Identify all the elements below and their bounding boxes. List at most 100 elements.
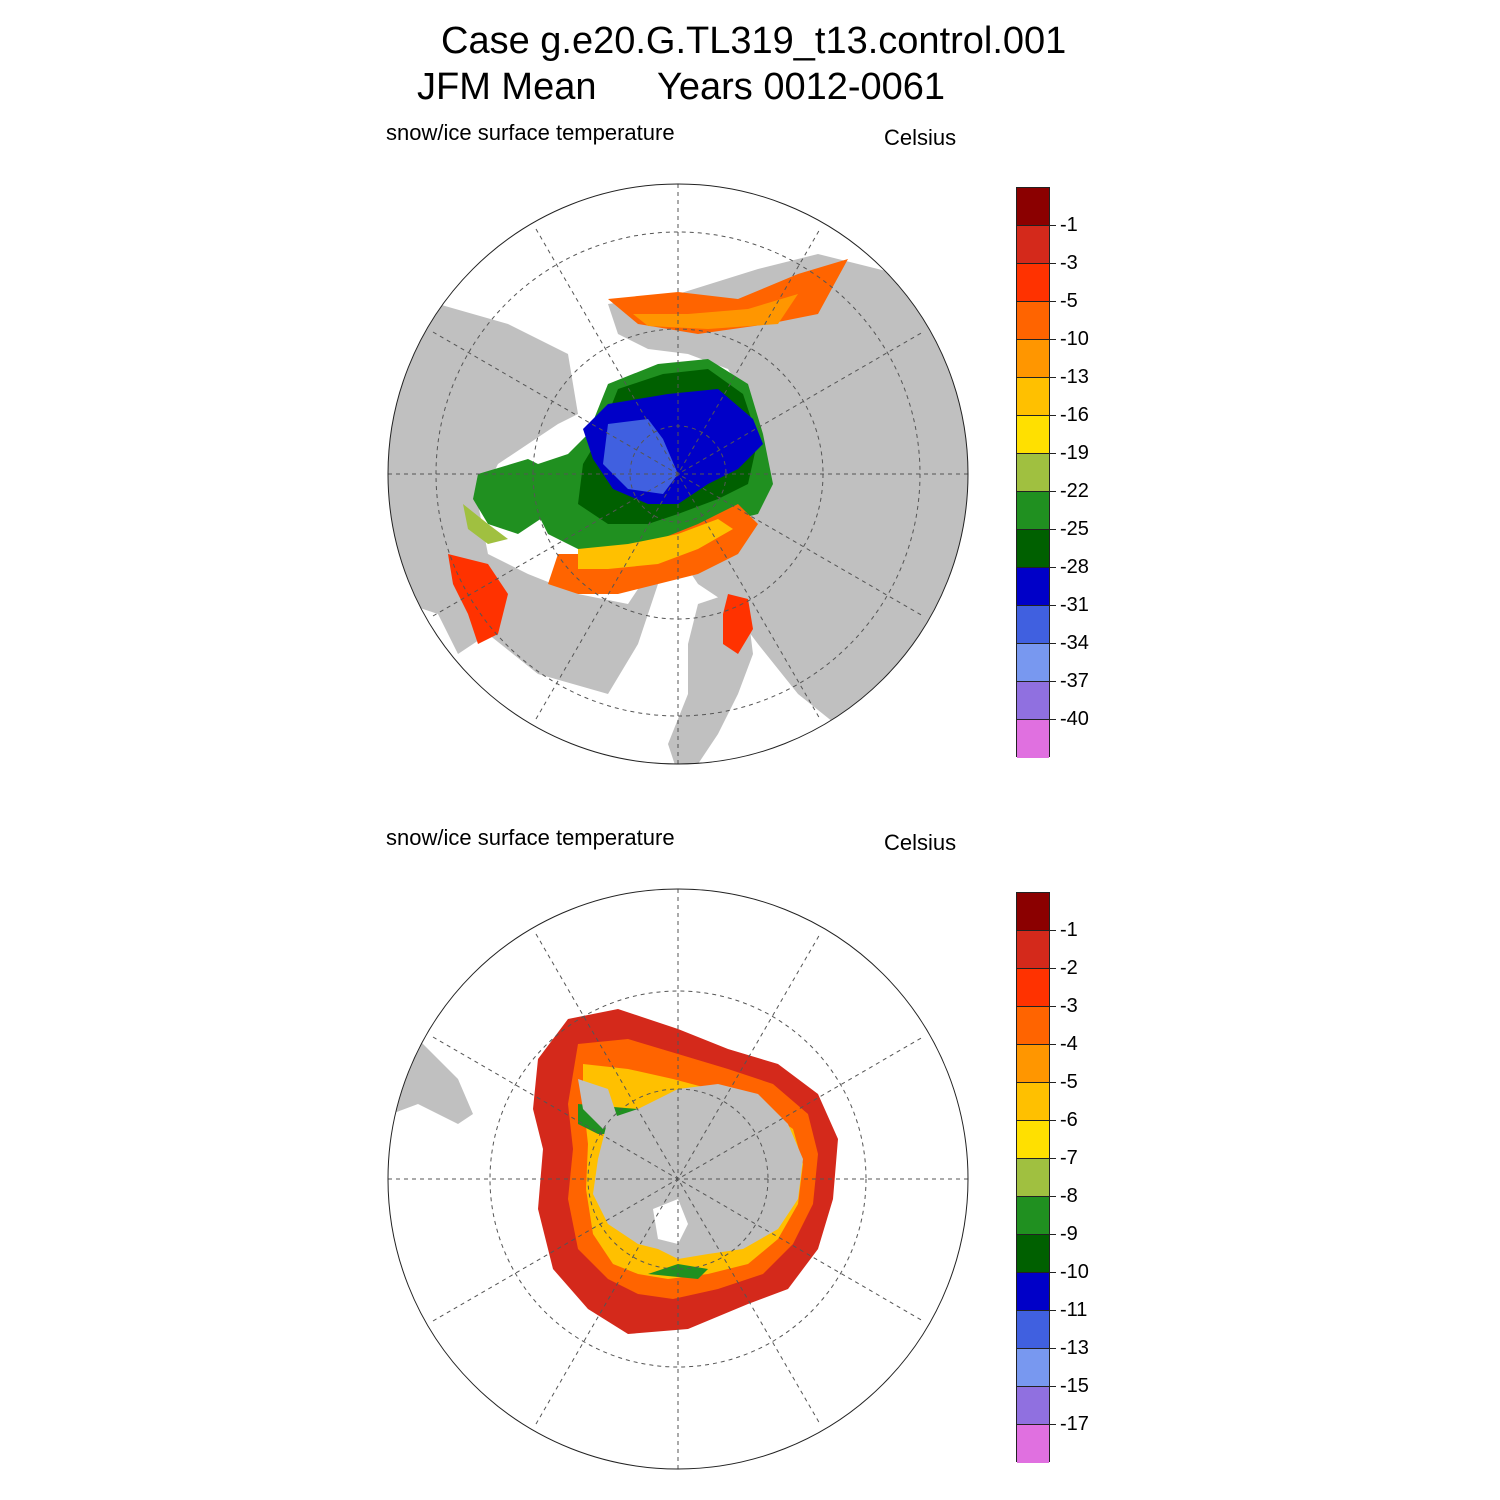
north-colorbar-label: -10 bbox=[1060, 328, 1089, 350]
north-colorbar-tick bbox=[1050, 377, 1056, 378]
north-colorbar-tick bbox=[1050, 301, 1056, 302]
south-colorbar-tick bbox=[1050, 1006, 1056, 1007]
north-colorbar-label: -34 bbox=[1060, 632, 1089, 654]
north-colorbar-label: -31 bbox=[1060, 594, 1089, 616]
south-colorbar-label: -13 bbox=[1060, 1337, 1089, 1359]
ice-light-blue bbox=[603, 419, 678, 494]
north-colorbar-label: -5 bbox=[1060, 290, 1078, 312]
north-colorbar-label: -3 bbox=[1060, 252, 1078, 274]
north-colorbar-swatch bbox=[1017, 682, 1049, 720]
north-colorbar-swatch bbox=[1017, 264, 1049, 302]
south-colorbar-tick bbox=[1050, 1348, 1056, 1349]
south-colorbar-tick bbox=[1050, 930, 1056, 931]
land-antarctica bbox=[593, 1084, 803, 1259]
north-colorbar-tick bbox=[1050, 415, 1056, 416]
south-colorbar-label: -1 bbox=[1060, 919, 1078, 941]
south-colorbar-tick bbox=[1050, 1386, 1056, 1387]
land-antarctic-peninsula bbox=[578, 1079, 618, 1129]
ice-southern-rim-yellow bbox=[578, 519, 733, 569]
south-colorbar-label: -5 bbox=[1060, 1071, 1078, 1093]
north-colorbar-label: -22 bbox=[1060, 480, 1089, 502]
north-variable-label: snow/ice surface temperature bbox=[386, 120, 675, 145]
south-colorbar-tick bbox=[1050, 1120, 1056, 1121]
north-colorbar-swatch bbox=[1017, 340, 1049, 378]
north-colorbar-swatch bbox=[1017, 606, 1049, 644]
north-colorbar-swatch bbox=[1017, 302, 1049, 340]
south-colorbar-tick bbox=[1050, 1234, 1056, 1235]
south-colorbar-tick bbox=[1050, 1272, 1056, 1273]
north-colorbar-swatch bbox=[1017, 530, 1049, 568]
north-colorbar-swatch bbox=[1017, 226, 1049, 264]
north-colorbar-swatch bbox=[1017, 454, 1049, 492]
north-colorbar-swatch bbox=[1017, 188, 1049, 226]
ice-left-bay-rim bbox=[463, 504, 508, 544]
south-colorbar-swatch bbox=[1017, 1387, 1049, 1425]
figure-title-line2-left: JFM Mean bbox=[417, 66, 597, 108]
south-colorbar-label: -15 bbox=[1060, 1375, 1089, 1397]
south-colorbar-label: -10 bbox=[1060, 1261, 1089, 1283]
south-units-label: Celsius bbox=[884, 830, 957, 855]
land-eurasia bbox=[608, 254, 968, 764]
north-colorbar-tick bbox=[1050, 719, 1056, 720]
north-polar-map bbox=[387, 183, 969, 765]
north-colorbar-tick bbox=[1050, 643, 1056, 644]
ice-right-bay bbox=[723, 594, 753, 654]
north-colorbar-label: -19 bbox=[1060, 442, 1089, 464]
ice-left-edge-red bbox=[448, 554, 508, 644]
south-colorbar-swatch bbox=[1017, 1235, 1049, 1273]
land-north-america bbox=[388, 304, 668, 694]
north-colorbar-tick bbox=[1050, 529, 1056, 530]
south-colorbar-swatch bbox=[1017, 1121, 1049, 1159]
south-colorbar-tick bbox=[1050, 968, 1056, 969]
north-colorbar-label: -25 bbox=[1060, 518, 1089, 540]
south-colorbar-tick bbox=[1050, 1196, 1056, 1197]
north-colorbar-label: -28 bbox=[1060, 556, 1089, 578]
north-colorbar-label: -1 bbox=[1060, 214, 1078, 236]
south-colorbar-swatch bbox=[1017, 1007, 1049, 1045]
north-units-label: Celsius bbox=[884, 125, 957, 150]
south-colorbar-label: -6 bbox=[1060, 1109, 1078, 1131]
north-colorbar-box bbox=[1016, 187, 1050, 758]
figure-title-line1: Case g.e20.G.TL319_t13.control.001 bbox=[441, 20, 1067, 62]
south-colorbar-swatch bbox=[1017, 931, 1049, 969]
north-colorbar-tick bbox=[1050, 263, 1056, 264]
north-colorbar-tick bbox=[1050, 225, 1056, 226]
south-colorbar-tick bbox=[1050, 1082, 1056, 1083]
south-colorbar-label: -8 bbox=[1060, 1185, 1078, 1207]
south-colorbar-tick bbox=[1050, 1158, 1056, 1159]
ice-warm-edge-2 bbox=[633, 294, 798, 329]
north-colorbar-swatch bbox=[1017, 644, 1049, 682]
figure-title-line2-right: Years 0012-0061 bbox=[657, 66, 946, 108]
north-colorbar-tick bbox=[1050, 681, 1056, 682]
north-colorbar-label: -16 bbox=[1060, 404, 1089, 426]
north-colorbar-swatch bbox=[1017, 416, 1049, 454]
south-colorbar-swatch bbox=[1017, 1425, 1049, 1463]
north-colorbar-tick bbox=[1050, 491, 1056, 492]
north-colorbar-tick bbox=[1050, 567, 1056, 568]
south-colorbar-swatch bbox=[1017, 1197, 1049, 1235]
north-colorbar-tick bbox=[1050, 605, 1056, 606]
south-colorbar-swatch bbox=[1017, 1311, 1049, 1349]
ice-ross-green bbox=[648, 1264, 708, 1279]
south-colorbar-tick bbox=[1050, 1044, 1056, 1045]
south-variable-label: snow/ice surface temperature bbox=[386, 825, 675, 850]
south-colorbar-swatch bbox=[1017, 1349, 1049, 1387]
north-colorbar-swatch bbox=[1017, 720, 1049, 758]
north-colorbar-swatch bbox=[1017, 378, 1049, 416]
south-colorbar-swatch bbox=[1017, 1159, 1049, 1197]
south-colorbar-label: -9 bbox=[1060, 1223, 1078, 1245]
north-colorbar-label: -13 bbox=[1060, 366, 1089, 388]
south-colorbar-box bbox=[1016, 892, 1050, 1463]
south-polar-map bbox=[387, 888, 969, 1470]
south-colorbar-label: -7 bbox=[1060, 1147, 1078, 1169]
south-colorbar-label: -2 bbox=[1060, 957, 1078, 979]
north-colorbar-swatch bbox=[1017, 492, 1049, 530]
ross-ice-shelf bbox=[653, 1199, 688, 1244]
north-colorbar-tick bbox=[1050, 453, 1056, 454]
south-colorbar-swatch bbox=[1017, 1273, 1049, 1311]
south-colorbar-swatch bbox=[1017, 893, 1049, 931]
south-colorbar-label: -11 bbox=[1060, 1299, 1088, 1321]
south-colorbar-label: -4 bbox=[1060, 1033, 1078, 1055]
north-colorbar-label: -37 bbox=[1060, 670, 1089, 692]
south-colorbar-swatch bbox=[1017, 969, 1049, 1007]
